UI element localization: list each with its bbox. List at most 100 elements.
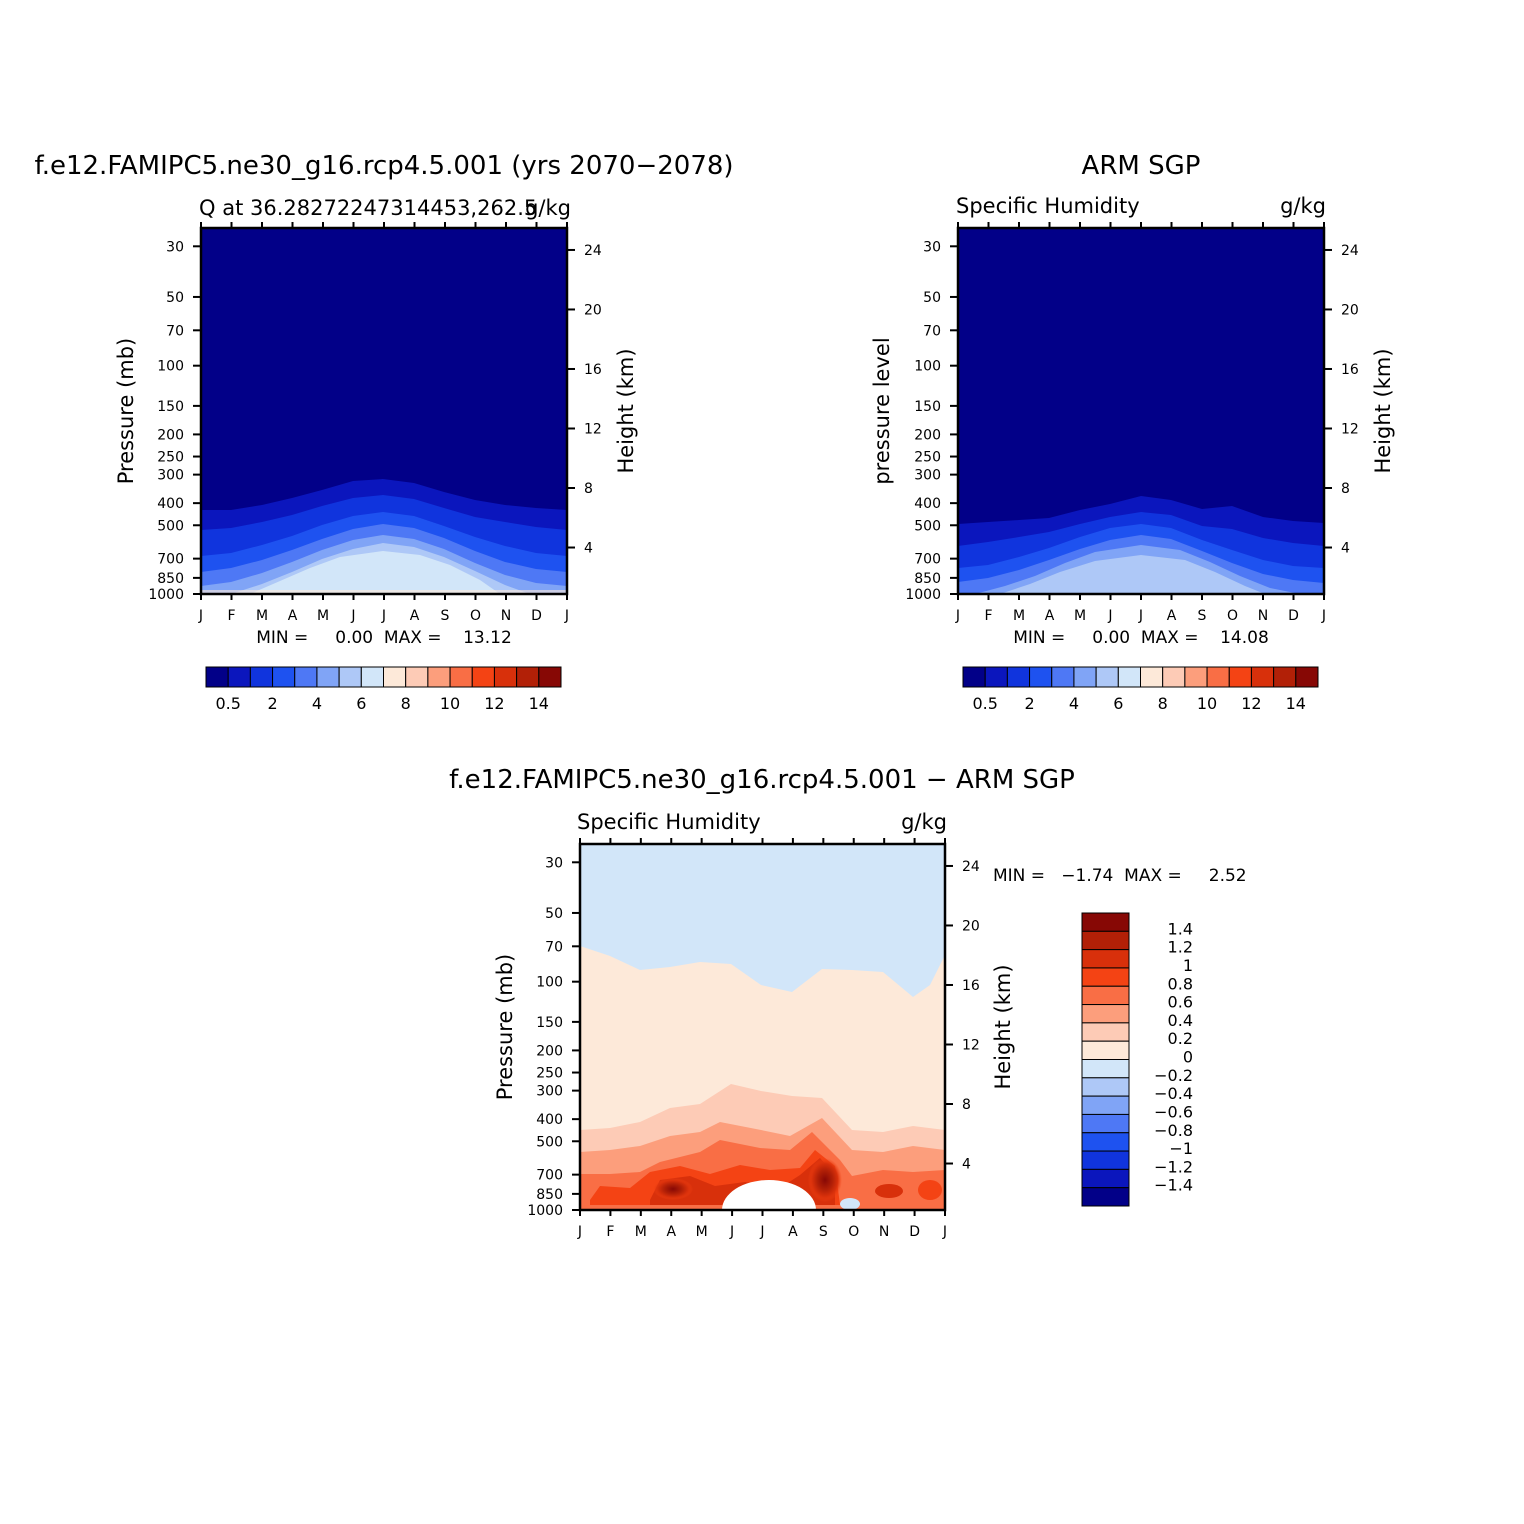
colorbar-swatch — [1081, 1150, 1130, 1170]
y-tick-label: 700 — [536, 1168, 563, 1184]
colorbar-swatch — [516, 666, 540, 688]
y-right-tick-label: 12 — [962, 1037, 980, 1053]
y-tick-label: 30 — [166, 239, 184, 255]
x-tick-label: S — [441, 608, 450, 624]
colorbar-swatch — [962, 666, 986, 688]
panel-model: f.e12.FAMIPC5.ne30_g16.rcp4.5.001 (yrs 2… — [34, 151, 733, 713]
y-tick-label: 150 — [536, 1015, 563, 1031]
colorbar-label: 0 — [1183, 1048, 1193, 1067]
y-right-tick-label: 16 — [962, 978, 980, 994]
panel-subtitle-left: Specific Humidity — [956, 194, 1140, 218]
y-right-tick-label: 20 — [962, 918, 980, 934]
x-tick-label: O — [848, 1224, 859, 1240]
colorbar: 1.41.210.80.60.40.20−0.2−0.4−0.6−0.8−1−1… — [1081, 912, 1193, 1207]
colorbar-swatch — [1081, 1187, 1130, 1207]
y-right-tick-label: 24 — [584, 243, 602, 259]
colorbar-label: 6 — [1113, 694, 1123, 713]
colorbar-swatch — [360, 666, 384, 688]
y-tick-label: 50 — [923, 290, 941, 306]
y-right-tick-label: 16 — [584, 362, 602, 378]
panel-title: ARM SGP — [1082, 151, 1201, 181]
colorbar-label: 1 — [1183, 956, 1193, 975]
colorbar-swatch — [1081, 1059, 1130, 1079]
colorbar-swatch — [1095, 666, 1119, 688]
y-tick-label: 50 — [166, 290, 184, 306]
x-tick-label: M — [256, 608, 268, 624]
contour-field — [201, 228, 567, 594]
x-tick-label: N — [1258, 608, 1268, 624]
x-tick-label: J — [577, 1224, 582, 1240]
y-tick-label: 500 — [914, 518, 941, 534]
colorbar-label: 6 — [356, 694, 366, 713]
y-tick-label: 30 — [923, 239, 941, 255]
x-tick-label: F — [606, 1224, 614, 1240]
colorbar-swatch — [1273, 666, 1297, 688]
x-tick-label: O — [470, 608, 481, 624]
y-tick-label: 30 — [545, 855, 563, 871]
y-right-tick-label: 24 — [1341, 243, 1359, 259]
x-tick-label: A — [288, 608, 298, 624]
y-axis-label: Pressure (mb) — [114, 338, 138, 485]
colorbar-swatch — [1081, 1095, 1130, 1115]
y-tick-label: 70 — [923, 323, 941, 339]
x-tick-label: M — [635, 1224, 647, 1240]
colorbar-swatch — [1140, 666, 1164, 688]
colorbar-label: 8 — [401, 694, 411, 713]
colorbar-swatch — [1081, 1077, 1130, 1097]
y-tick-label: 50 — [545, 906, 563, 922]
panel-subtitle-right: g/kg — [901, 810, 947, 834]
colorbar-swatch — [294, 666, 318, 688]
y-tick-label: 200 — [914, 427, 941, 443]
y-right-tick-label: 4 — [1341, 541, 1350, 557]
colorbar-label: 10 — [440, 694, 460, 713]
x-tick-label: J — [350, 608, 355, 624]
x-tick-label: N — [879, 1224, 889, 1240]
colorbar-swatch — [1006, 666, 1031, 688]
panel-subtitle-right: g/kg — [525, 196, 571, 220]
y-tick-label: 100 — [157, 359, 184, 375]
colorbar-swatch — [1081, 912, 1130, 932]
y-tick-label: 70 — [166, 323, 184, 339]
colorbar-swatch — [984, 666, 1008, 688]
x-tick-label: O — [1227, 608, 1238, 624]
colorbar-swatch — [1117, 666, 1141, 688]
x-tick-label: S — [1198, 608, 1207, 624]
colorbar-swatch — [493, 666, 518, 688]
colorbar-label: 4 — [312, 694, 322, 713]
panel-subtitle-left: Q at 36.28272247314453,262.5 — [199, 196, 537, 220]
y-tick-label: 500 — [536, 1134, 563, 1150]
y-right-tick-label: 4 — [584, 541, 593, 557]
colorbar-swatch — [383, 666, 407, 688]
colorbar-label: 2 — [1024, 694, 1034, 713]
colorbar-swatch — [1081, 1168, 1130, 1189]
y-axis-label-right: Height (km) — [614, 348, 638, 473]
colorbar-swatch — [1081, 930, 1130, 951]
contour-field — [958, 228, 1324, 594]
y-tick-label: 400 — [157, 496, 184, 512]
colorbar-label: 0.5 — [972, 694, 997, 713]
colorbar-swatch — [1081, 1040, 1130, 1060]
y-tick-label: 850 — [914, 571, 941, 587]
x-tick-label: A — [788, 1224, 798, 1240]
y-axis-label-right: Height (km) — [1371, 348, 1395, 473]
colorbar-label: 1.4 — [1168, 919, 1193, 938]
colorbar-label: −0.6 — [1154, 1102, 1193, 1121]
colorbar-label: 12 — [1241, 694, 1261, 713]
y-tick-label: 300 — [914, 468, 941, 484]
colorbar-label: 0.4 — [1168, 1011, 1193, 1030]
colorbar-swatch — [1081, 967, 1130, 987]
y-tick-label: 300 — [157, 468, 184, 484]
x-tick-label: J — [759, 1224, 764, 1240]
y-tick-label: 1000 — [527, 1203, 563, 1219]
colorbar-swatch — [1073, 666, 1097, 688]
colorbar-swatch — [1081, 1004, 1130, 1024]
y-axis-label-right: Height (km) — [991, 964, 1015, 1089]
y-axis-label: pressure level — [870, 337, 894, 484]
y-tick-label: 250 — [536, 1066, 563, 1082]
y-right-tick-label: 20 — [1341, 302, 1359, 318]
colorbar-label: 10 — [1197, 694, 1217, 713]
colorbar-swatch — [338, 666, 362, 688]
colorbar-label: 0.8 — [1168, 974, 1193, 993]
y-tick-label: 850 — [157, 571, 184, 587]
y-tick-label: 100 — [914, 359, 941, 375]
